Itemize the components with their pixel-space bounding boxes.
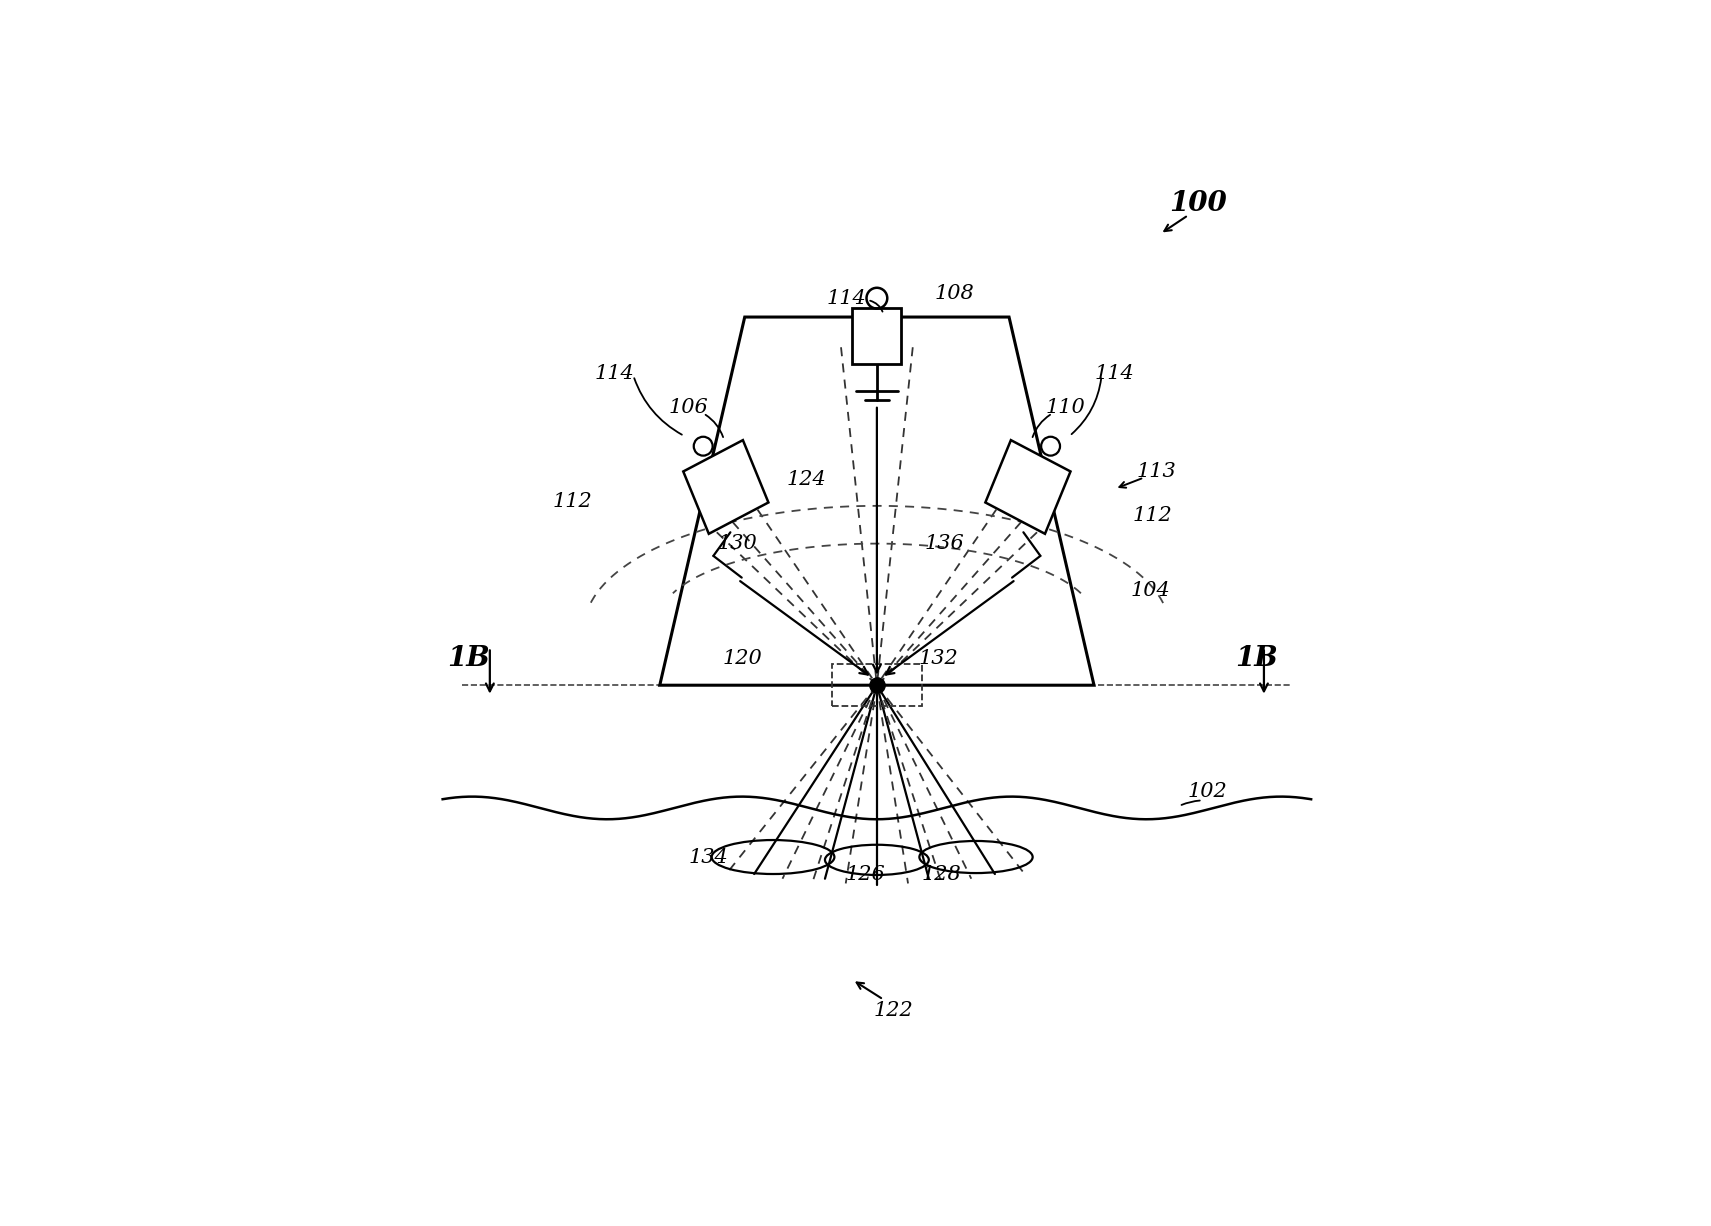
Polygon shape (683, 440, 768, 533)
Circle shape (693, 436, 712, 456)
Text: 114: 114 (826, 288, 866, 308)
Text: 126: 126 (845, 864, 885, 884)
Text: 134: 134 (690, 847, 729, 867)
Text: 124: 124 (787, 470, 826, 489)
Text: 114: 114 (1095, 364, 1134, 384)
Text: 130: 130 (717, 535, 756, 553)
FancyArrowPatch shape (1071, 379, 1102, 434)
FancyArrowPatch shape (705, 414, 724, 438)
Text: 132: 132 (919, 650, 958, 668)
Text: 136: 136 (926, 535, 965, 553)
Text: 113: 113 (1136, 462, 1175, 482)
Text: 106: 106 (669, 398, 708, 417)
FancyArrowPatch shape (1032, 414, 1051, 438)
Text: 114: 114 (595, 364, 635, 384)
Bar (852, 308, 902, 364)
Text: 110: 110 (1045, 398, 1085, 417)
FancyArrowPatch shape (635, 378, 683, 435)
FancyArrowPatch shape (871, 300, 883, 311)
Text: 112: 112 (553, 492, 592, 510)
Circle shape (1042, 436, 1061, 456)
Text: 1B: 1B (448, 645, 491, 672)
Polygon shape (986, 440, 1071, 533)
Text: 104: 104 (1131, 581, 1170, 601)
Text: 122: 122 (874, 1002, 914, 1020)
Text: 100: 100 (1169, 190, 1227, 217)
Text: 102: 102 (1187, 782, 1227, 802)
Text: 120: 120 (724, 650, 763, 668)
FancyArrowPatch shape (1182, 801, 1199, 805)
Text: 112: 112 (1133, 506, 1172, 525)
Bar (832, 664, 922, 706)
Text: 128: 128 (921, 864, 962, 884)
Text: 1B: 1B (1235, 645, 1278, 672)
Text: 108: 108 (934, 284, 974, 303)
